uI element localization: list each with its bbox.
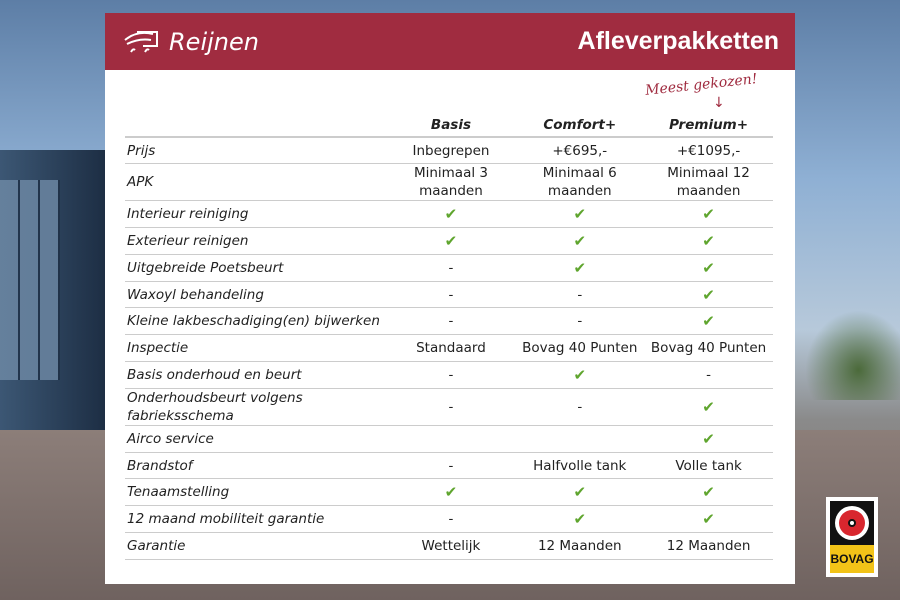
cell-value: - [515, 388, 645, 426]
most-chosen-note: Meest gekozen! [644, 71, 759, 99]
cell-value: - [386, 452, 516, 480]
table-row: Basis onderhoud en beurt - ✔ - [125, 361, 773, 389]
check-icon: ✔ [515, 227, 645, 255]
check-icon: ✔ [644, 281, 773, 309]
header-banner: Reijnen Afleverpakketten [105, 13, 795, 70]
row-label: Kleine lakbeschadiging(en) bijwerken [125, 307, 387, 336]
cell-value: Standaard [386, 334, 516, 363]
check-icon: ✔ [644, 505, 773, 534]
table-row: Airco service ✔ [125, 425, 773, 453]
cell-value: +€1095,- [644, 137, 773, 165]
table-row: Inspectie Standaard Bovag 40 Punten Bovag 4… [125, 334, 773, 363]
table-row: Uitgebreide Poetsbeurt - ✔ ✔ [125, 254, 773, 282]
cell-value: Bovag 40 Punten [515, 334, 645, 363]
table-row: Exterieur reinigen ✔ ✔ ✔ [125, 227, 773, 255]
row-label: APK [125, 163, 387, 202]
check-icon: ✔ [386, 200, 516, 229]
check-icon: ✔ [644, 227, 773, 255]
cell-value: - [515, 281, 645, 309]
cell-value: Inbegrepen [386, 137, 516, 165]
row-label: 12 maand mobiliteit garantie [125, 505, 387, 534]
header-empty [125, 113, 387, 138]
background-building [0, 150, 105, 430]
cell-value [386, 425, 516, 453]
check-icon: ✔ [644, 388, 773, 426]
cell-value: Minimaal 3 maanden [386, 163, 516, 202]
cell-value: - [386, 388, 516, 426]
table-row: Garantie Wettelijk 12 Maanden 12 Maanden [125, 532, 773, 560]
packages-card: Reijnen Afleverpakketten Meest gekozen! … [105, 13, 795, 584]
check-icon: ✔ [644, 425, 773, 453]
table-row: Kleine lakbeschadiging(en) bijwerken - - ✔ [125, 307, 773, 336]
reijnen-logo: Reijnen [123, 26, 259, 58]
cell-value: Wettelijk [386, 532, 516, 560]
cell-value: - [386, 281, 516, 309]
cell-value: Volle tank [644, 452, 773, 480]
row-label: Tenaamstelling [125, 478, 387, 507]
row-label: Inspectie [125, 334, 387, 363]
table-row: Tenaamstelling ✔ ✔ ✔ [125, 478, 773, 507]
row-label: Basis onderhoud en beurt [125, 361, 387, 389]
background-trees [796, 300, 900, 400]
cell-value: - [515, 307, 645, 336]
table-row: Waxoyl behandeling - - ✔ [125, 281, 773, 309]
row-label: Onderhoudsbeurt volgens fabrieksschema [125, 388, 387, 426]
check-icon: ✔ [515, 478, 645, 507]
bovag-text: BOVAG [830, 545, 874, 573]
row-label: Waxoyl behandeling [125, 281, 387, 309]
check-icon: ✔ [386, 227, 516, 255]
table-row: Prijs Inbegrepen +€695,- +€1095,- [125, 137, 773, 165]
row-label: Airco service [125, 425, 387, 453]
check-icon: ✔ [515, 361, 645, 389]
check-icon: ✔ [644, 478, 773, 507]
table-row: Interieur reiniging ✔ ✔ ✔ [125, 200, 773, 229]
check-icon: ✔ [644, 200, 773, 229]
check-icon: ✔ [644, 307, 773, 336]
row-label: Interieur reiniging [125, 200, 387, 229]
cell-value: - [386, 505, 516, 534]
cell-value: Bovag 40 Punten [644, 334, 773, 363]
table-row: Onderhoudsbeurt volgens fabrieksschema - -… [125, 388, 773, 426]
cell-value: - [386, 361, 516, 389]
row-label: Brandstof [125, 452, 387, 480]
bovag-badge: BOVAG [826, 497, 878, 577]
logo-text: Reijnen [169, 27, 259, 56]
cell-value: - [386, 254, 516, 282]
cell-value: Minimaal 12 maanden [644, 163, 773, 202]
row-label: Garantie [125, 532, 387, 560]
column-comfort: Comfort+ [515, 113, 645, 138]
cell-value: 12 Maanden [515, 532, 645, 560]
check-icon: ✔ [515, 505, 645, 534]
table-row: APK Minimaal 3 maanden Minimaal 6 maanden M… [125, 163, 773, 202]
cell-value [515, 425, 645, 453]
row-label: Prijs [125, 137, 387, 165]
column-basis: Basis [386, 113, 516, 138]
row-label: Exterieur reinigen [125, 227, 387, 255]
check-icon: ✔ [515, 254, 645, 282]
cell-value: Halfvolle tank [515, 452, 645, 480]
check-icon: ✔ [515, 200, 645, 229]
packages-table: Basis Comfort+ Premium+ Prijs Inbegrepen +… [125, 113, 773, 560]
page-title: Afleverpakketten [577, 27, 779, 55]
cell-value: - [386, 307, 516, 336]
cell-value: 12 Maanden [644, 532, 773, 560]
cell-value: Minimaal 6 maanden [515, 163, 645, 202]
column-premium: Premium+ [644, 113, 773, 138]
check-icon: ✔ [386, 478, 516, 507]
arrow-down-icon: ↓ [713, 95, 725, 111]
table-row: Brandstof - Halfvolle tank Volle tank [125, 452, 773, 480]
check-icon: ✔ [644, 254, 773, 282]
row-label: Uitgebreide Poetsbeurt [125, 254, 387, 282]
cell-value: - [644, 361, 773, 389]
car-logo-icon [124, 30, 158, 52]
cell-value: +€695,- [515, 137, 645, 165]
table-row: 12 maand mobiliteit garantie - ✔ ✔ [125, 505, 773, 534]
